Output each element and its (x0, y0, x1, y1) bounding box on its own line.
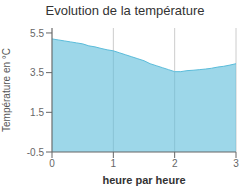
svg-text:5.5: 5.5 (30, 28, 44, 39)
svg-text:-0.5: -0.5 (27, 147, 45, 158)
svg-text:3: 3 (233, 158, 239, 169)
svg-text:heure par heure: heure par heure (102, 174, 185, 186)
svg-text:3.5: 3.5 (30, 67, 44, 78)
svg-text:1.5: 1.5 (30, 107, 44, 118)
svg-text:1: 1 (111, 158, 117, 169)
svg-text:2: 2 (172, 158, 178, 169)
html-text:Evolution de la température: Evolution de la température (45, 3, 205, 18)
svg-text:0: 0 (49, 158, 55, 169)
svg-text:Température en °C: Température en °C (8, 48, 12, 132)
